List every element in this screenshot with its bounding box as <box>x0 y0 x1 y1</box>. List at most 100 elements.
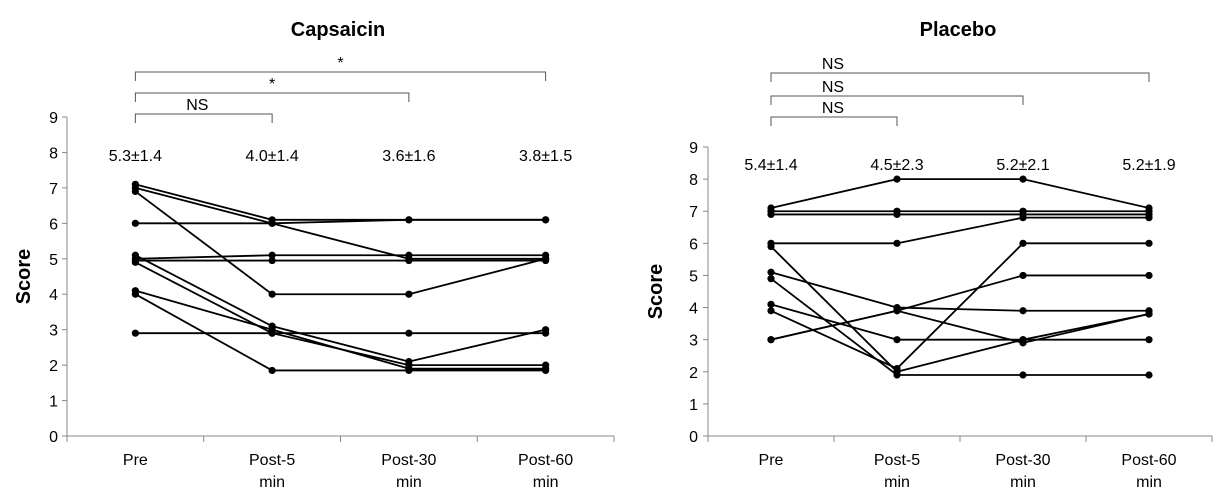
series-line <box>771 216 1149 245</box>
y-tick-label: 5 <box>689 268 698 285</box>
data-point <box>893 371 901 379</box>
data-point <box>1145 310 1153 318</box>
x-tick-label: min <box>1136 474 1162 491</box>
y-tick-label: 1 <box>49 394 58 411</box>
y-tick-label: 1 <box>689 397 698 414</box>
x-tick-label: Pre <box>123 452 148 469</box>
mean-sd-label: 3.6±1.6 <box>382 148 435 165</box>
significance-bracket <box>770 95 1024 105</box>
y-tick-label: 4 <box>689 301 698 318</box>
y-tick-label: 2 <box>49 358 58 375</box>
data-point <box>268 290 276 298</box>
y-tick-label: 9 <box>49 110 58 127</box>
data-point <box>1145 214 1153 222</box>
data-point <box>405 256 413 265</box>
data-point <box>893 210 901 219</box>
mean-sd-label: 5.2±2.1 <box>996 157 1049 174</box>
chart-panel-1: Capsaicin Score 0 1 2 3 4 5 6 7 8 9 Pre Post-5 min Post… <box>13 19 615 491</box>
data-point <box>405 366 413 375</box>
series-line <box>770 309 1150 344</box>
significance-bracket <box>770 72 1150 82</box>
data-point <box>542 251 550 259</box>
chart-title: Capsaicin <box>291 19 385 41</box>
y-tick-label: 7 <box>689 204 698 221</box>
mean-sd-label: 5.3±1.4 <box>109 148 162 165</box>
data-point <box>1019 307 1027 315</box>
data-point <box>268 329 276 337</box>
y-tick-label: 0 <box>689 429 698 446</box>
y-tick-label: 2 <box>689 365 698 382</box>
x-tick-label: min <box>259 474 285 491</box>
series-line <box>770 274 1149 341</box>
x-tick-label: Post-30 <box>995 452 1050 469</box>
chart-title: Placebo <box>920 19 997 41</box>
data-point <box>767 336 775 344</box>
y-tick-label: 7 <box>49 181 58 198</box>
series-line <box>770 178 1150 209</box>
data-point <box>542 216 550 224</box>
significance-label: NS <box>822 56 844 73</box>
significance-label: * <box>337 55 343 72</box>
data-point <box>1019 214 1027 222</box>
data-point <box>767 307 775 315</box>
data-point <box>268 366 276 375</box>
y-tick-label: 8 <box>689 172 698 189</box>
y-axis-label: Score <box>645 264 667 320</box>
data-point <box>131 258 139 266</box>
mean-sd-label: 5.2±1.9 <box>1122 157 1175 174</box>
x-tick-label: Post-60 <box>518 452 573 469</box>
data-point <box>131 290 139 298</box>
data-point <box>405 251 413 259</box>
series-line <box>770 271 1149 312</box>
data-point <box>893 364 901 373</box>
y-tick-label: 0 <box>49 429 58 446</box>
data-point <box>767 210 775 219</box>
data-point <box>268 256 276 265</box>
significance-bracket <box>770 116 898 126</box>
y-tick-label: 5 <box>49 252 58 269</box>
mean-sd-label: 4.0±1.4 <box>245 148 298 165</box>
series-line <box>134 190 546 296</box>
y-axis-label: Score <box>13 249 35 305</box>
data-point <box>268 251 276 259</box>
x-tick-label: min <box>884 474 910 491</box>
data-point <box>131 187 139 196</box>
data-point <box>767 300 775 308</box>
data-point <box>767 268 775 276</box>
data-point <box>1145 239 1153 247</box>
y-tick-label: 6 <box>689 236 698 253</box>
data-point <box>767 275 775 283</box>
y-tick-label: 6 <box>49 216 58 233</box>
series-line <box>770 303 1150 341</box>
mean-sd-label: 4.5±2.3 <box>870 157 923 174</box>
mean-sd-label: 5.4±1.4 <box>744 157 797 174</box>
significance-label: NS <box>186 97 208 114</box>
x-tick-label: min <box>1010 474 1036 491</box>
y-tick-label: 4 <box>49 287 58 304</box>
data-point <box>893 307 901 315</box>
significance-bracket <box>134 71 547 81</box>
significance-label: * <box>269 76 275 93</box>
data-point <box>893 175 901 183</box>
chart-panel-2: Placebo Score 0 1 2 3 4 5 6 7 8 9 Pre Post-5 min Post-3… <box>645 19 1213 491</box>
data-point <box>268 219 276 227</box>
x-tick-label: Post-30 <box>381 452 436 469</box>
data-point <box>542 329 550 337</box>
mean-sd-label: 3.8±1.5 <box>519 148 572 165</box>
x-tick-label: min <box>396 474 422 491</box>
significance-label: NS <box>822 79 844 96</box>
series-line <box>135 254 546 260</box>
data-point <box>131 329 139 337</box>
series-line <box>770 245 1149 373</box>
data-point <box>1019 371 1027 379</box>
data-point <box>1019 239 1027 247</box>
data-point <box>405 290 413 298</box>
y-tick-label: 9 <box>689 140 698 157</box>
series-line <box>135 218 546 225</box>
significance-bracket <box>134 113 273 123</box>
data-point <box>1019 175 1027 183</box>
series-line <box>135 289 546 370</box>
data-point <box>1145 336 1153 344</box>
